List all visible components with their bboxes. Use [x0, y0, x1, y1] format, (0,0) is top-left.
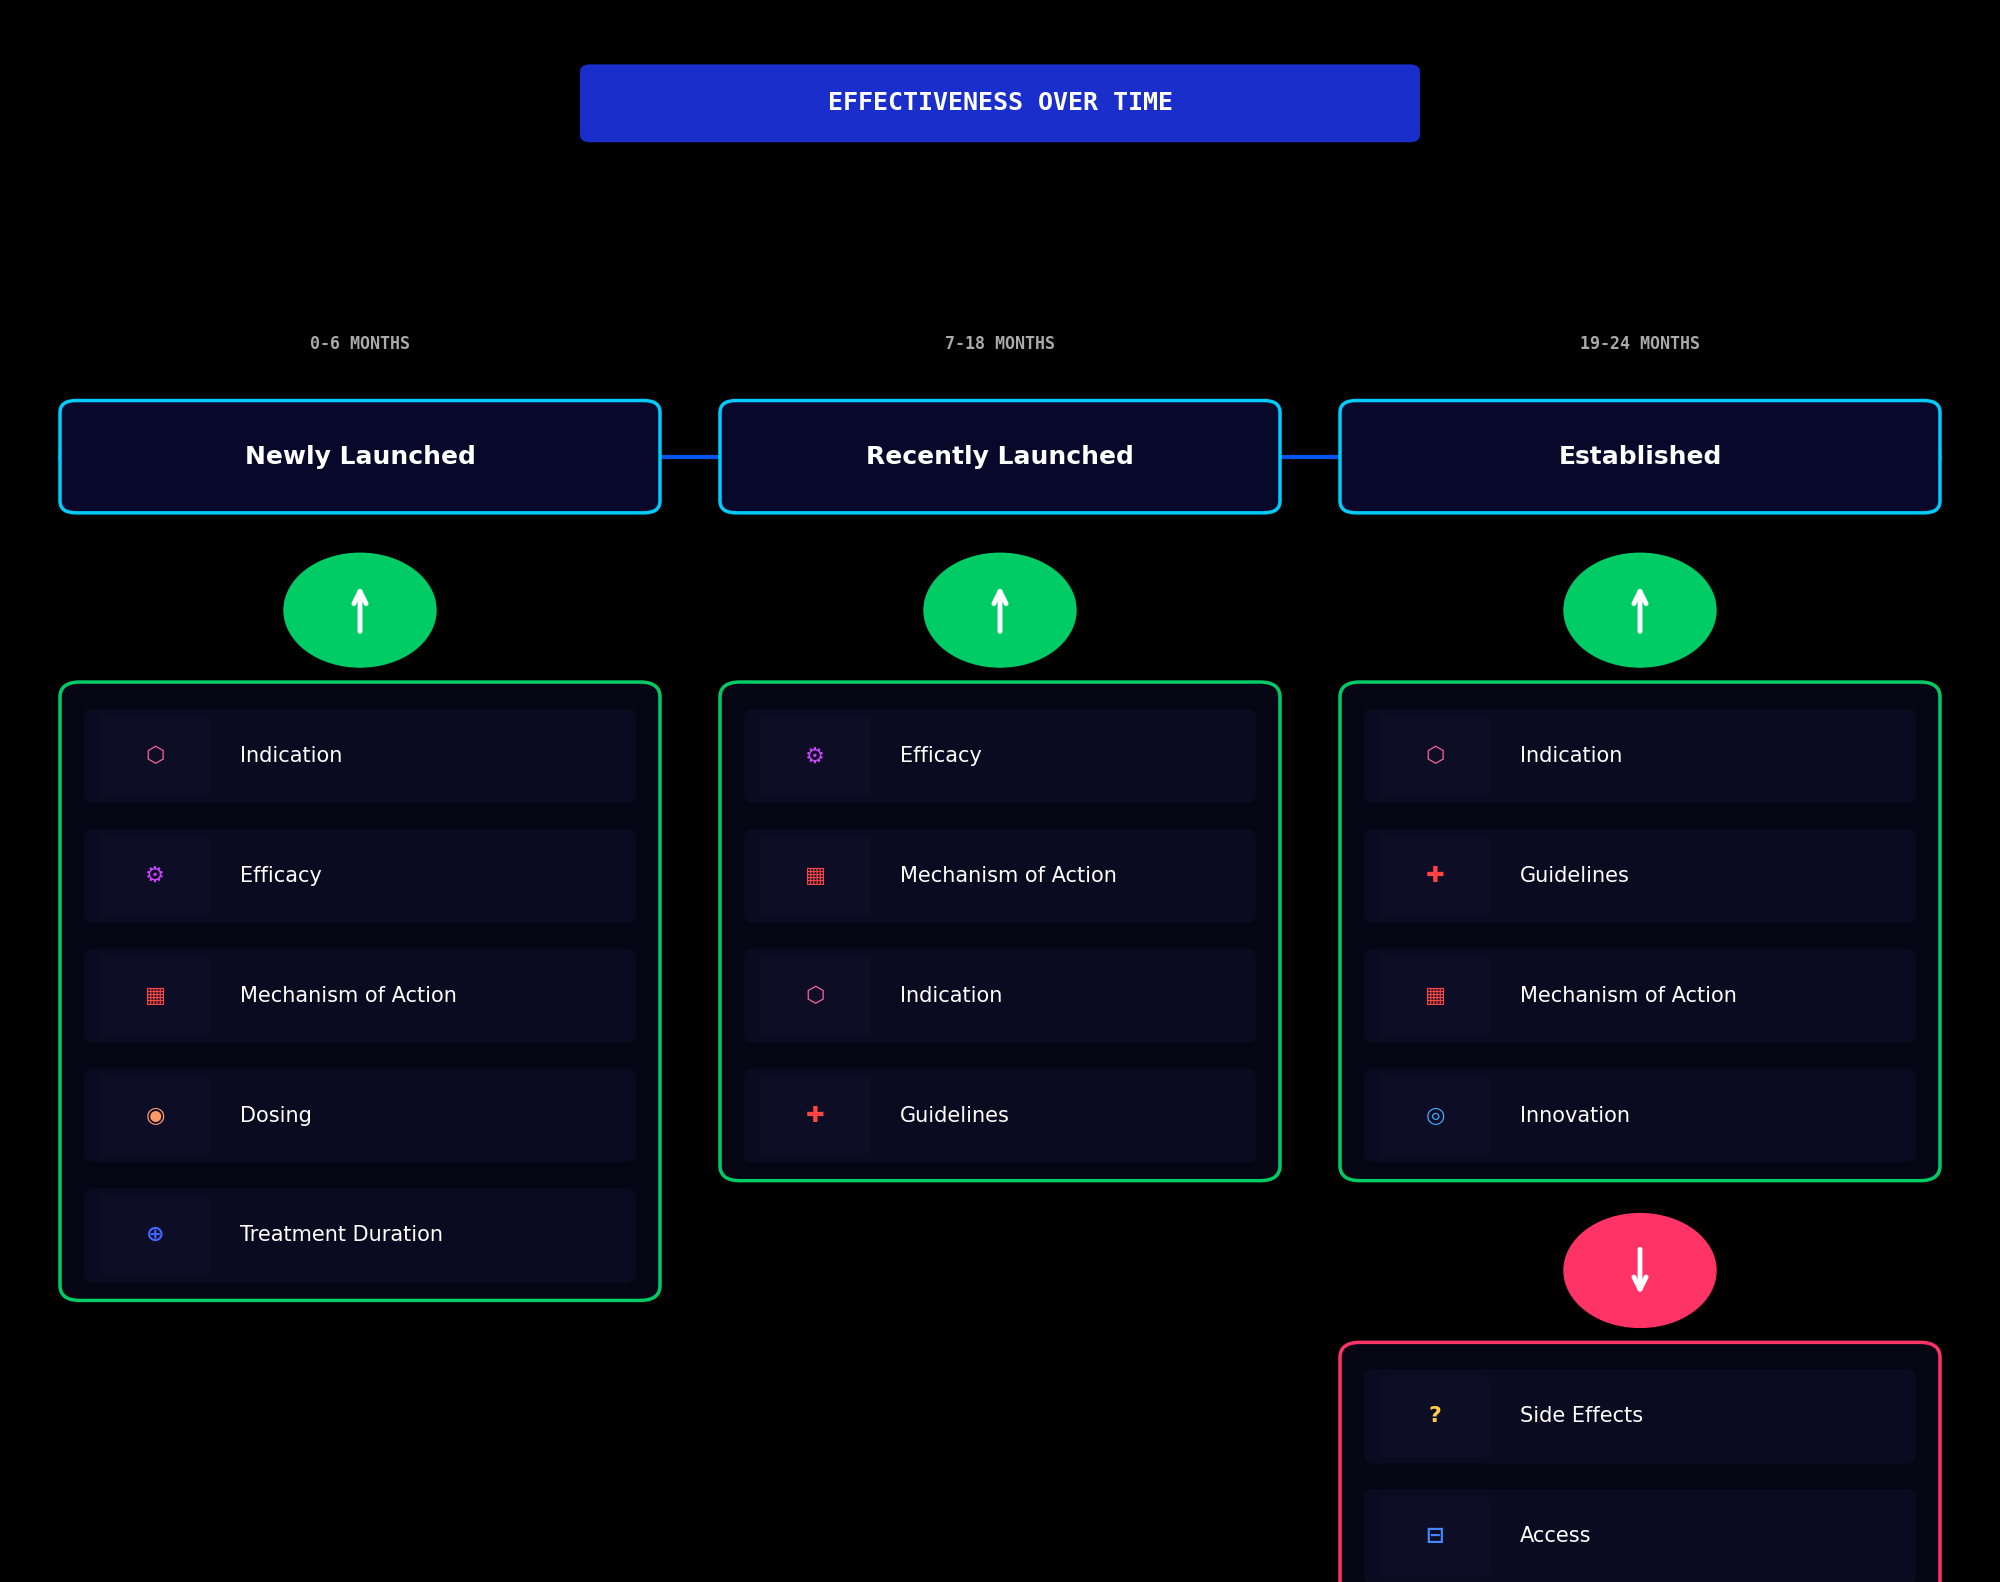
- Text: 0-6 MONTHS: 0-6 MONTHS: [310, 335, 410, 353]
- Text: Access: Access: [1520, 1527, 1592, 1546]
- FancyBboxPatch shape: [1364, 709, 1916, 804]
- Text: ✚: ✚: [806, 1106, 824, 1125]
- FancyBboxPatch shape: [1340, 1343, 1940, 1582]
- FancyBboxPatch shape: [84, 1188, 636, 1283]
- Text: ⊕: ⊕: [146, 1226, 164, 1245]
- Text: ◎: ◎: [1426, 1106, 1444, 1125]
- Text: 19-24 MONTHS: 19-24 MONTHS: [1580, 335, 1700, 353]
- Text: Dosing: Dosing: [240, 1106, 312, 1125]
- Text: Guidelines: Guidelines: [1520, 865, 1630, 886]
- FancyBboxPatch shape: [100, 1194, 210, 1277]
- FancyBboxPatch shape: [760, 715, 870, 797]
- FancyBboxPatch shape: [84, 1068, 636, 1163]
- FancyBboxPatch shape: [760, 1074, 870, 1156]
- Text: ▦: ▦: [144, 986, 166, 1006]
- Text: ⬡: ⬡: [1426, 747, 1444, 766]
- Circle shape: [1564, 554, 1716, 668]
- Text: Mechanism of Action: Mechanism of Action: [1520, 986, 1736, 1006]
- FancyBboxPatch shape: [1380, 1074, 1490, 1156]
- Text: Efficacy: Efficacy: [900, 747, 982, 766]
- FancyBboxPatch shape: [60, 400, 660, 513]
- FancyBboxPatch shape: [1364, 1489, 1916, 1582]
- FancyBboxPatch shape: [1364, 829, 1916, 924]
- FancyBboxPatch shape: [84, 709, 636, 804]
- Text: Indication: Indication: [1520, 747, 1622, 766]
- Text: 7-18 MONTHS: 7-18 MONTHS: [946, 335, 1056, 353]
- FancyBboxPatch shape: [100, 715, 210, 797]
- FancyBboxPatch shape: [1380, 1375, 1490, 1457]
- Text: EFFECTIVENESS OVER TIME: EFFECTIVENESS OVER TIME: [828, 92, 1172, 115]
- Text: ◉: ◉: [146, 1106, 164, 1125]
- FancyBboxPatch shape: [1364, 1370, 1916, 1463]
- FancyBboxPatch shape: [720, 400, 1280, 513]
- FancyBboxPatch shape: [1380, 715, 1490, 797]
- FancyBboxPatch shape: [1380, 1495, 1490, 1577]
- Text: ⬡: ⬡: [806, 986, 824, 1006]
- FancyBboxPatch shape: [100, 954, 210, 1036]
- Text: Side Effects: Side Effects: [1520, 1406, 1644, 1427]
- Text: ⊟: ⊟: [1426, 1527, 1444, 1546]
- Circle shape: [924, 554, 1076, 668]
- Text: Newly Launched: Newly Launched: [244, 445, 476, 468]
- Text: Guidelines: Guidelines: [900, 1106, 1010, 1125]
- Text: ?: ?: [1428, 1406, 1442, 1427]
- FancyBboxPatch shape: [1380, 835, 1490, 918]
- Text: Established: Established: [1558, 445, 1722, 468]
- Text: ⚙: ⚙: [806, 747, 826, 766]
- FancyBboxPatch shape: [60, 682, 660, 1300]
- FancyBboxPatch shape: [1364, 949, 1916, 1043]
- Text: Indication: Indication: [900, 986, 1002, 1006]
- Text: Indication: Indication: [240, 747, 342, 766]
- Text: ⬡: ⬡: [146, 747, 164, 766]
- FancyBboxPatch shape: [1380, 954, 1490, 1036]
- FancyBboxPatch shape: [84, 829, 636, 924]
- Text: ▦: ▦: [1424, 986, 1446, 1006]
- FancyBboxPatch shape: [744, 829, 1256, 924]
- Text: ⚙: ⚙: [144, 865, 164, 886]
- Text: Treatment Duration: Treatment Duration: [240, 1226, 444, 1245]
- FancyBboxPatch shape: [100, 835, 210, 918]
- FancyBboxPatch shape: [760, 954, 870, 1036]
- Text: Mechanism of Action: Mechanism of Action: [900, 865, 1116, 886]
- FancyBboxPatch shape: [744, 949, 1256, 1043]
- FancyBboxPatch shape: [744, 709, 1256, 804]
- Circle shape: [284, 554, 436, 668]
- FancyBboxPatch shape: [580, 65, 1420, 142]
- FancyBboxPatch shape: [84, 949, 636, 1043]
- FancyBboxPatch shape: [1364, 1068, 1916, 1163]
- Text: Recently Launched: Recently Launched: [866, 445, 1134, 468]
- Text: ▦: ▦: [804, 865, 826, 886]
- FancyBboxPatch shape: [760, 835, 870, 918]
- Text: Mechanism of Action: Mechanism of Action: [240, 986, 456, 1006]
- FancyBboxPatch shape: [100, 1074, 210, 1156]
- Text: Innovation: Innovation: [1520, 1106, 1630, 1125]
- Circle shape: [1564, 1213, 1716, 1327]
- FancyBboxPatch shape: [1340, 682, 1940, 1180]
- Text: Efficacy: Efficacy: [240, 865, 322, 886]
- Text: ✚: ✚: [1426, 865, 1444, 886]
- FancyBboxPatch shape: [1340, 400, 1940, 513]
- FancyBboxPatch shape: [720, 682, 1280, 1180]
- FancyBboxPatch shape: [744, 1068, 1256, 1163]
